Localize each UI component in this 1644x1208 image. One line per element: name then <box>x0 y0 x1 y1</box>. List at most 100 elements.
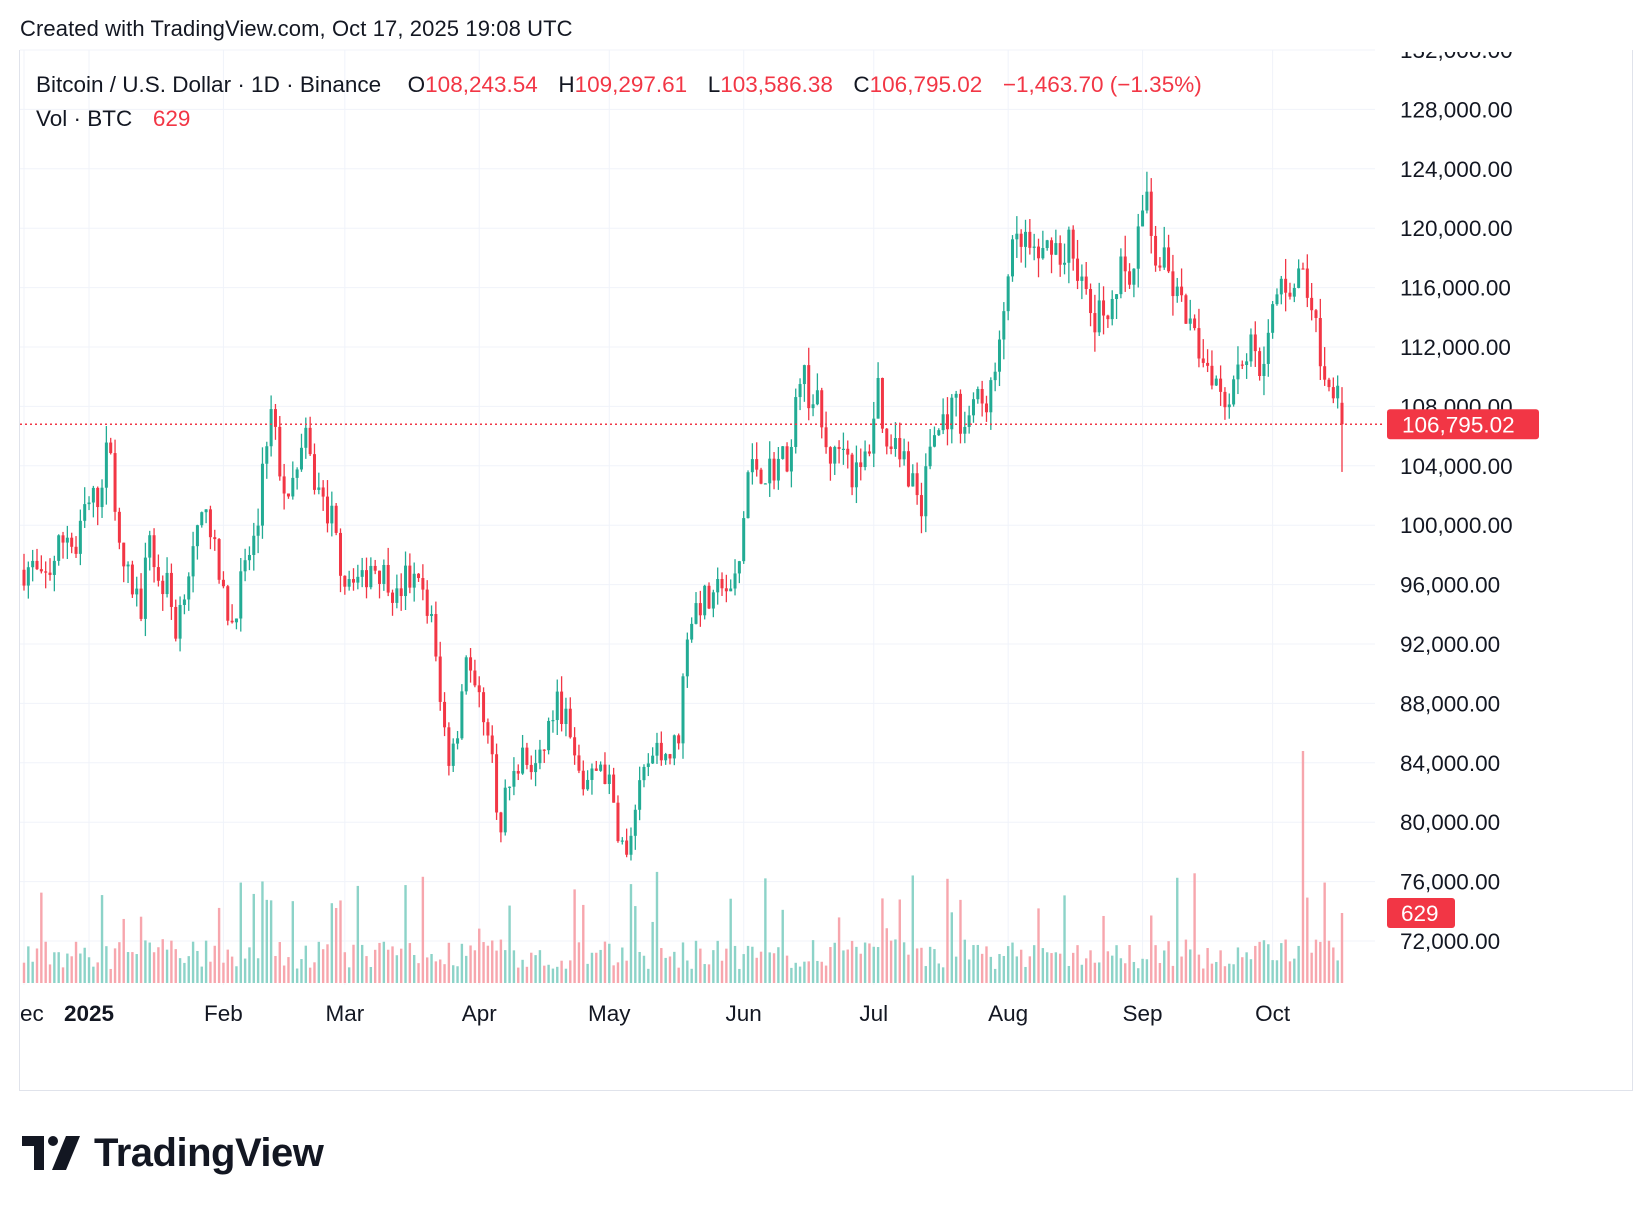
candle-body[interactable] <box>789 446 793 472</box>
candle-body[interactable] <box>534 763 538 773</box>
candle-body[interactable] <box>1110 299 1114 320</box>
candle-body[interactable] <box>1097 300 1101 333</box>
candle-body[interactable] <box>867 451 871 454</box>
candle-body[interactable] <box>1011 239 1014 277</box>
candle-body[interactable] <box>911 473 915 487</box>
candle-body[interactable] <box>594 768 598 771</box>
candle-body[interactable] <box>586 779 590 790</box>
candle-body[interactable] <box>1262 363 1266 377</box>
candle-body[interactable] <box>880 377 884 429</box>
candle-body[interactable] <box>1019 233 1023 247</box>
candle-body[interactable] <box>1089 289 1093 314</box>
candle-body[interactable] <box>469 657 473 671</box>
candle-body[interactable] <box>889 446 893 449</box>
candle-body[interactable] <box>1223 391 1227 408</box>
candle-body[interactable] <box>551 720 555 722</box>
candle-body[interactable] <box>672 735 676 759</box>
candle-body[interactable] <box>746 472 750 519</box>
candle-body[interactable] <box>1275 294 1279 305</box>
candle-body[interactable] <box>776 458 780 481</box>
candle-body[interactable] <box>1279 278 1283 295</box>
candle-body[interactable] <box>529 764 533 773</box>
candle-body[interactable] <box>646 763 650 767</box>
last-volume-tag[interactable] <box>1387 898 1455 928</box>
candle-body[interactable] <box>1305 268 1309 298</box>
candle-body[interactable] <box>1340 402 1344 425</box>
candle-body[interactable] <box>876 377 880 419</box>
candle-body[interactable] <box>802 365 806 385</box>
candle-body[interactable] <box>369 565 373 588</box>
candle-body[interactable] <box>1050 240 1054 255</box>
candle-body[interactable] <box>1175 286 1179 297</box>
candle-body[interactable] <box>1323 366 1327 380</box>
candle-body[interactable] <box>967 415 971 427</box>
candle-body[interactable] <box>1201 358 1205 363</box>
candle-body[interactable] <box>902 451 906 460</box>
candle-body[interactable] <box>729 588 733 592</box>
candle-body[interactable] <box>156 567 160 581</box>
candle-body[interactable] <box>724 588 728 592</box>
candle-body[interactable] <box>768 458 772 484</box>
candle-body[interactable] <box>221 579 225 587</box>
candle-body[interactable] <box>690 623 694 640</box>
candle-body[interactable] <box>234 618 238 623</box>
candle-body[interactable] <box>1158 265 1162 268</box>
candle-body[interactable] <box>286 493 290 497</box>
candle-body[interactable] <box>70 537 74 547</box>
candle-body[interactable] <box>434 614 438 657</box>
candle-body[interactable] <box>508 786 512 788</box>
candle-body[interactable] <box>165 572 169 595</box>
candle-body[interactable] <box>651 755 655 764</box>
candle-body[interactable] <box>226 586 230 621</box>
candle-body[interactable] <box>239 571 243 619</box>
candle-body[interactable] <box>1331 387 1335 399</box>
candle-body[interactable] <box>815 390 819 405</box>
candle-body[interactable] <box>343 575 347 587</box>
candle-body[interactable] <box>78 520 82 554</box>
candle-body[interactable] <box>1067 229 1071 263</box>
candle-body[interactable] <box>1006 276 1010 312</box>
candle-body[interactable] <box>412 573 416 588</box>
candle-body[interactable] <box>174 606 178 639</box>
candle-body[interactable] <box>1227 404 1231 408</box>
candle-body[interactable] <box>1063 262 1067 265</box>
candle-body[interactable] <box>932 435 936 447</box>
candle-body[interactable] <box>573 737 577 756</box>
candle-body[interactable] <box>1214 378 1218 386</box>
candle-body[interactable] <box>217 539 221 580</box>
candle-body[interactable] <box>772 458 776 481</box>
candle-body[interactable] <box>1292 287 1296 297</box>
symbol-title[interactable]: Bitcoin / U.S. Dollar · 1D · Binance <box>36 72 382 97</box>
candle-body[interactable] <box>1240 364 1244 366</box>
candle-body[interactable] <box>1310 297 1314 311</box>
candle-body[interactable] <box>655 742 659 756</box>
candle-body[interactable] <box>399 588 403 597</box>
candle-body[interactable] <box>122 542 126 567</box>
candle-body[interactable] <box>1271 304 1275 333</box>
candle-body[interactable] <box>737 561 741 574</box>
candle-body[interactable] <box>22 569 26 586</box>
candle-body[interactable] <box>599 764 603 771</box>
candle-body[interactable] <box>1028 231 1032 248</box>
candle-body[interactable] <box>859 462 863 468</box>
candle-body[interactable] <box>759 469 763 484</box>
candle-body[interactable] <box>317 487 321 490</box>
candle-body[interactable] <box>252 535 256 555</box>
candle-body[interactable] <box>945 414 949 430</box>
candle-body[interactable] <box>451 743 455 766</box>
candle-body[interactable] <box>130 564 134 595</box>
candle-body[interactable] <box>1054 243 1058 255</box>
candle-body[interactable] <box>794 397 798 447</box>
candle-body[interactable] <box>984 403 988 413</box>
candle-body[interactable] <box>581 770 585 790</box>
candle-body[interactable] <box>841 448 845 451</box>
candle-body[interactable] <box>330 505 334 524</box>
candle-body[interactable] <box>1132 268 1136 285</box>
candle-body[interactable] <box>664 754 668 761</box>
candle-body[interactable] <box>443 701 447 728</box>
candle-body[interactable] <box>828 447 832 464</box>
candle-body[interactable] <box>117 511 121 543</box>
candle-body[interactable] <box>113 453 117 512</box>
candle-body[interactable] <box>547 720 551 751</box>
candle-body[interactable] <box>638 780 642 810</box>
